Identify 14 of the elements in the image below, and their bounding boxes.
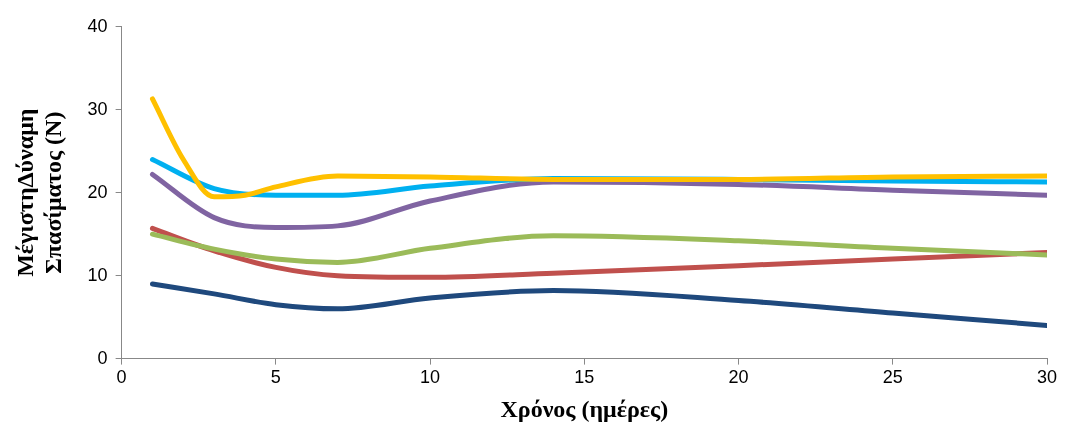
- y-axis-title: ΜέγιστηΔύναμη Σπασίματος (N): [11, 108, 67, 277]
- y-tick-label: 20: [87, 181, 108, 202]
- x-tick-label: 5: [270, 367, 281, 388]
- y-tick-label: 40: [87, 15, 108, 36]
- x-tick-label: 25: [882, 367, 903, 388]
- x-tick-label: 15: [574, 367, 595, 388]
- x-tick-label: 30: [1036, 367, 1058, 388]
- x-tick-label: 10: [420, 367, 441, 388]
- y-tick-label: 30: [87, 98, 108, 119]
- y-tick-label: 10: [87, 264, 108, 285]
- y-tick-label: 0: [97, 347, 108, 368]
- x-tick-label: 20: [728, 367, 749, 388]
- x-axis-title: Χρόνος (ημέρες): [500, 395, 669, 422]
- x-tick-label: 0: [116, 367, 127, 388]
